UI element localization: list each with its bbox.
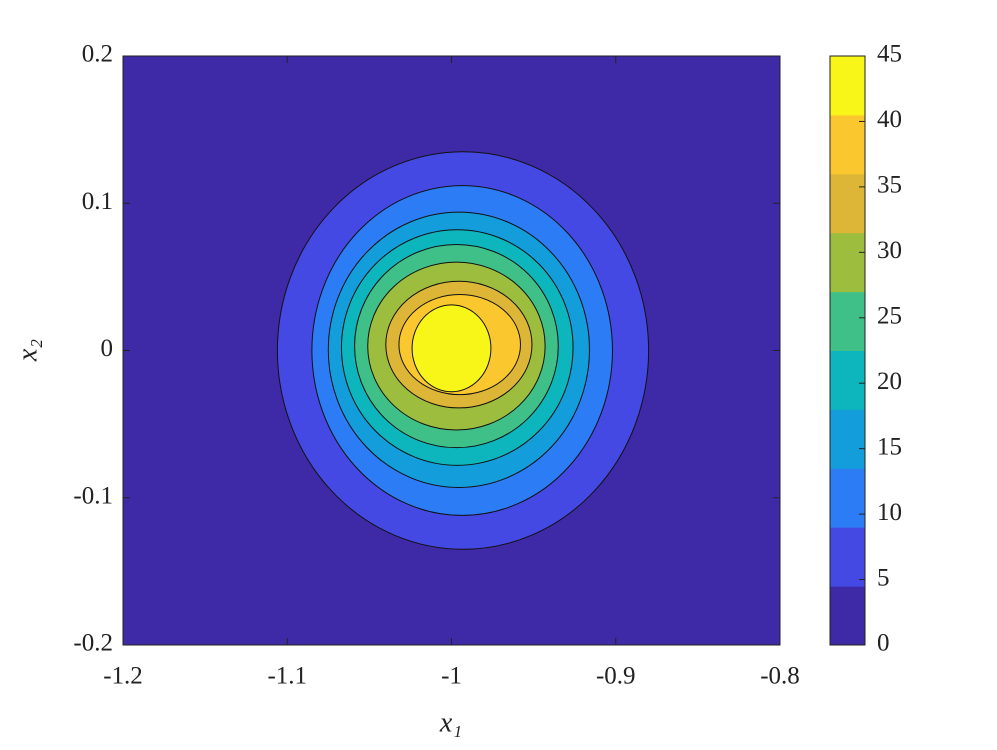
colorbar-tick-label: 40 (877, 106, 902, 133)
colorbar-tick-label: 45 (877, 41, 902, 68)
colorbar-tick-label: 0 (877, 630, 890, 657)
colorbar-band (830, 291, 865, 351)
colorbar-frame (829, 55, 866, 646)
y-tick-label: 0 (101, 335, 114, 362)
colorbar-band (830, 409, 865, 469)
y-axis-label: x₂ (12, 339, 43, 362)
y-tick-label: -0.2 (73, 630, 113, 657)
colorbar-band (830, 56, 865, 116)
y-tick-label: 0.2 (82, 41, 113, 68)
colorbar-band (830, 527, 865, 587)
x-tick-label: -1 (441, 663, 462, 690)
colorbar-tick-label: 30 (877, 237, 902, 264)
colorbar-tick-label: 35 (877, 172, 902, 199)
colorbar-band (830, 114, 865, 175)
x-tick-label: -0.9 (596, 663, 636, 690)
colorbar-tick-label: 15 (877, 433, 902, 460)
x-tick-label: -1.1 (267, 663, 307, 690)
colorbar-band (830, 468, 865, 528)
x-axis-label: x₁ (439, 707, 462, 738)
y-tick-label: -0.1 (73, 482, 113, 509)
x-tick-label: -0.8 (760, 663, 800, 690)
colorbar-tick-label: 5 (877, 564, 890, 591)
colorbar-tick-label: 20 (877, 368, 902, 395)
y-tick-label: 0.1 (82, 188, 113, 215)
colorbar-tick-label: 10 (877, 499, 902, 526)
contour-region (411, 304, 492, 393)
colorbar-band (830, 173, 865, 234)
colorbar-band (830, 586, 865, 646)
colorbar-band (830, 350, 865, 410)
colorbar-tick-label: 25 (877, 303, 902, 330)
x-tick-label: -1.2 (103, 663, 143, 690)
colorbar-band (830, 232, 865, 293)
